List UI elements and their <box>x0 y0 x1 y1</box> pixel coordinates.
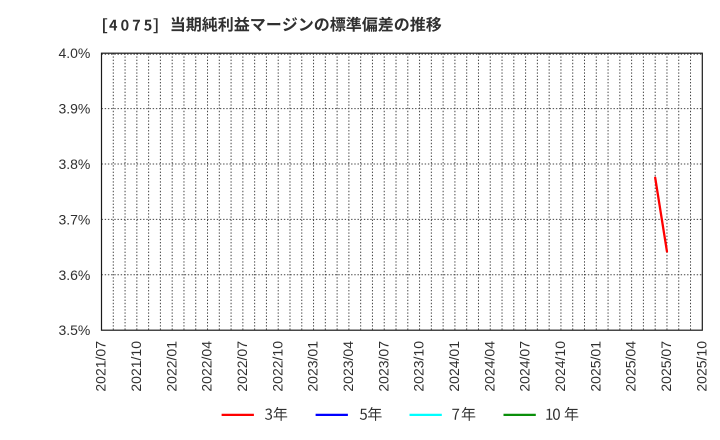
svg-text:2024/04: 2024/04 <box>481 341 497 392</box>
svg-text:2025/04: 2025/04 <box>623 341 639 392</box>
svg-text:2021/07: 2021/07 <box>93 341 109 392</box>
svg-text:2023/10: 2023/10 <box>411 341 427 392</box>
svg-text:3.9%: 3.9% <box>58 101 90 117</box>
svg-text:3.7%: 3.7% <box>58 211 90 227</box>
svg-text:2022/04: 2022/04 <box>199 341 215 392</box>
svg-text:3.8%: 3.8% <box>58 156 90 172</box>
svg-text:2022/01: 2022/01 <box>163 341 179 392</box>
svg-text:2025/01: 2025/01 <box>587 341 603 392</box>
svg-text:2023/01: 2023/01 <box>305 341 321 392</box>
svg-text:2022/10: 2022/10 <box>269 341 285 392</box>
svg-text:2025/10: 2025/10 <box>693 341 709 392</box>
svg-text:2024/10: 2024/10 <box>552 341 568 392</box>
svg-text:2023/07: 2023/07 <box>375 341 391 392</box>
svg-text:2025/07: 2025/07 <box>658 341 674 392</box>
svg-text:2024/01: 2024/01 <box>446 341 462 392</box>
svg-text:3.6%: 3.6% <box>58 267 90 283</box>
svg-text:3.5%: 3.5% <box>58 322 90 338</box>
svg-text:2024/07: 2024/07 <box>517 341 533 392</box>
svg-text:4.0%: 4.0% <box>58 45 90 61</box>
svg-text:2021/10: 2021/10 <box>128 341 144 392</box>
svg-text:2022/07: 2022/07 <box>234 341 250 392</box>
svg-text:2023/04: 2023/04 <box>340 341 356 392</box>
